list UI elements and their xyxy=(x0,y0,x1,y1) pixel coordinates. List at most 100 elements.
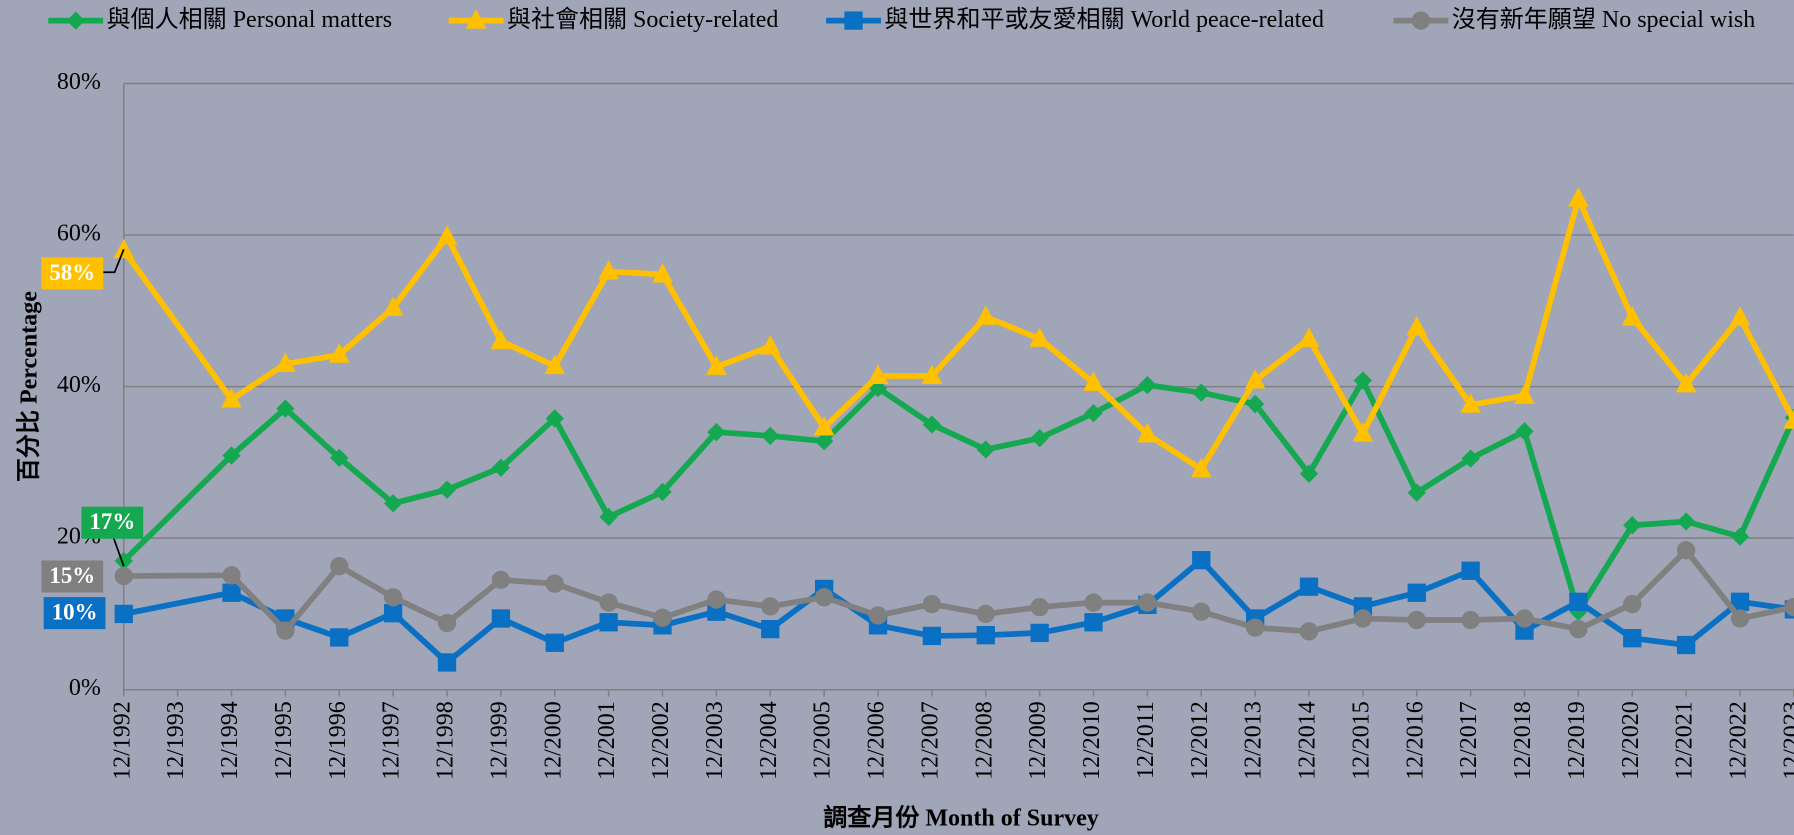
legend-item: 與個人相關 Personal matters xyxy=(48,6,392,33)
marker xyxy=(706,355,727,375)
marker xyxy=(922,626,942,646)
marker xyxy=(1568,187,1589,207)
marker xyxy=(814,588,834,607)
marker xyxy=(383,494,403,513)
x-tick-label: 12/2005 xyxy=(810,701,836,780)
marker xyxy=(330,628,349,647)
marker xyxy=(437,613,457,633)
marker xyxy=(976,604,995,624)
marker xyxy=(868,606,888,625)
marker xyxy=(330,557,349,576)
x-tick-label: 12/1993 xyxy=(163,701,189,780)
label-leader xyxy=(103,249,125,274)
marker xyxy=(598,259,619,280)
marker xyxy=(1461,610,1480,630)
x-tick-label: 12/2010 xyxy=(1079,701,1105,780)
marker xyxy=(383,588,403,607)
marker xyxy=(114,604,133,624)
marker xyxy=(1676,635,1696,655)
marker xyxy=(1514,384,1535,404)
marker xyxy=(491,609,511,628)
y-tick-label: 40% xyxy=(57,372,101,398)
marker xyxy=(1190,457,1212,478)
marker xyxy=(761,619,780,639)
marker xyxy=(545,574,564,593)
marker xyxy=(599,507,618,527)
marker xyxy=(436,225,458,245)
marker xyxy=(114,566,133,586)
marker xyxy=(1461,561,1480,580)
legend-marker xyxy=(844,11,863,30)
marker xyxy=(383,604,403,623)
marker xyxy=(976,440,995,459)
marker xyxy=(276,399,295,418)
marker xyxy=(221,388,242,408)
marker xyxy=(491,458,511,477)
marker xyxy=(1406,316,1428,336)
legend-item: 沒有新年願望 No special wish xyxy=(1393,6,1755,33)
marker xyxy=(330,448,349,467)
x-tick-label: 12/1998 xyxy=(433,701,459,780)
x-tick-label: 12/2007 xyxy=(917,701,943,780)
marker xyxy=(1407,583,1426,602)
marker xyxy=(1675,372,1697,393)
marker xyxy=(113,238,135,259)
marker xyxy=(652,263,673,283)
legend-marker xyxy=(1411,11,1431,30)
x-tick-label: 12/2013 xyxy=(1241,701,1267,780)
marker xyxy=(599,593,618,612)
x-tick-label: 12/2001 xyxy=(594,701,620,780)
data-label-box xyxy=(41,560,104,593)
y-tick-label: 80% xyxy=(57,69,101,95)
x-tick-label: 12/2015 xyxy=(1348,701,1374,780)
legend-marker xyxy=(66,11,85,30)
y-tick-label: 0% xyxy=(69,675,101,701)
data-label-box xyxy=(81,506,144,539)
marker xyxy=(1192,550,1211,570)
marker xyxy=(328,343,350,363)
x-tick-label: 12/2020 xyxy=(1618,701,1644,780)
marker xyxy=(1784,597,1794,617)
marker xyxy=(275,352,296,372)
x-tick-label: 12/2003 xyxy=(702,701,728,780)
marker xyxy=(975,305,997,325)
marker xyxy=(922,415,942,434)
marker xyxy=(491,570,511,590)
x-tick-label: 12/1996 xyxy=(325,701,351,780)
x-tick-label: 12/2008 xyxy=(971,701,997,780)
marker xyxy=(922,594,942,614)
marker xyxy=(1621,306,1643,326)
x-tick-label: 12/2017 xyxy=(1456,701,1482,780)
marker xyxy=(1245,618,1265,637)
x-tick-label: 12/1994 xyxy=(217,701,243,780)
marker xyxy=(1515,609,1534,628)
data-label-box xyxy=(43,597,106,630)
marker xyxy=(921,364,943,385)
x-tick-label: 12/2014 xyxy=(1295,701,1321,780)
marker xyxy=(222,566,241,585)
marker xyxy=(1244,369,1266,389)
marker xyxy=(1084,613,1103,632)
y-axis-title: 百分比 Percentage xyxy=(16,291,43,482)
marker xyxy=(1084,593,1103,612)
marker xyxy=(1138,593,1157,612)
marker xyxy=(653,482,672,502)
marker xyxy=(1030,623,1049,643)
marker xyxy=(545,409,564,428)
x-tick-label: 12/1999 xyxy=(486,701,512,780)
x-axis-title: 調查月份 Month of Survey xyxy=(823,804,1099,832)
legend-item: 與社會相關 Society-related xyxy=(448,6,778,33)
marker xyxy=(707,422,726,442)
marker xyxy=(599,613,618,632)
x-tick-label: 12/2012 xyxy=(1187,701,1213,780)
x-tick-label: 12/2018 xyxy=(1510,701,1536,780)
marker xyxy=(813,416,835,436)
marker xyxy=(814,432,834,451)
x-tick-label: 12/2004 xyxy=(756,701,782,780)
marker xyxy=(222,583,241,602)
marker xyxy=(545,633,564,652)
marker xyxy=(759,335,781,355)
marker xyxy=(222,446,241,465)
x-tick-label: 12/2023 xyxy=(1779,701,1794,780)
marker xyxy=(382,296,404,316)
